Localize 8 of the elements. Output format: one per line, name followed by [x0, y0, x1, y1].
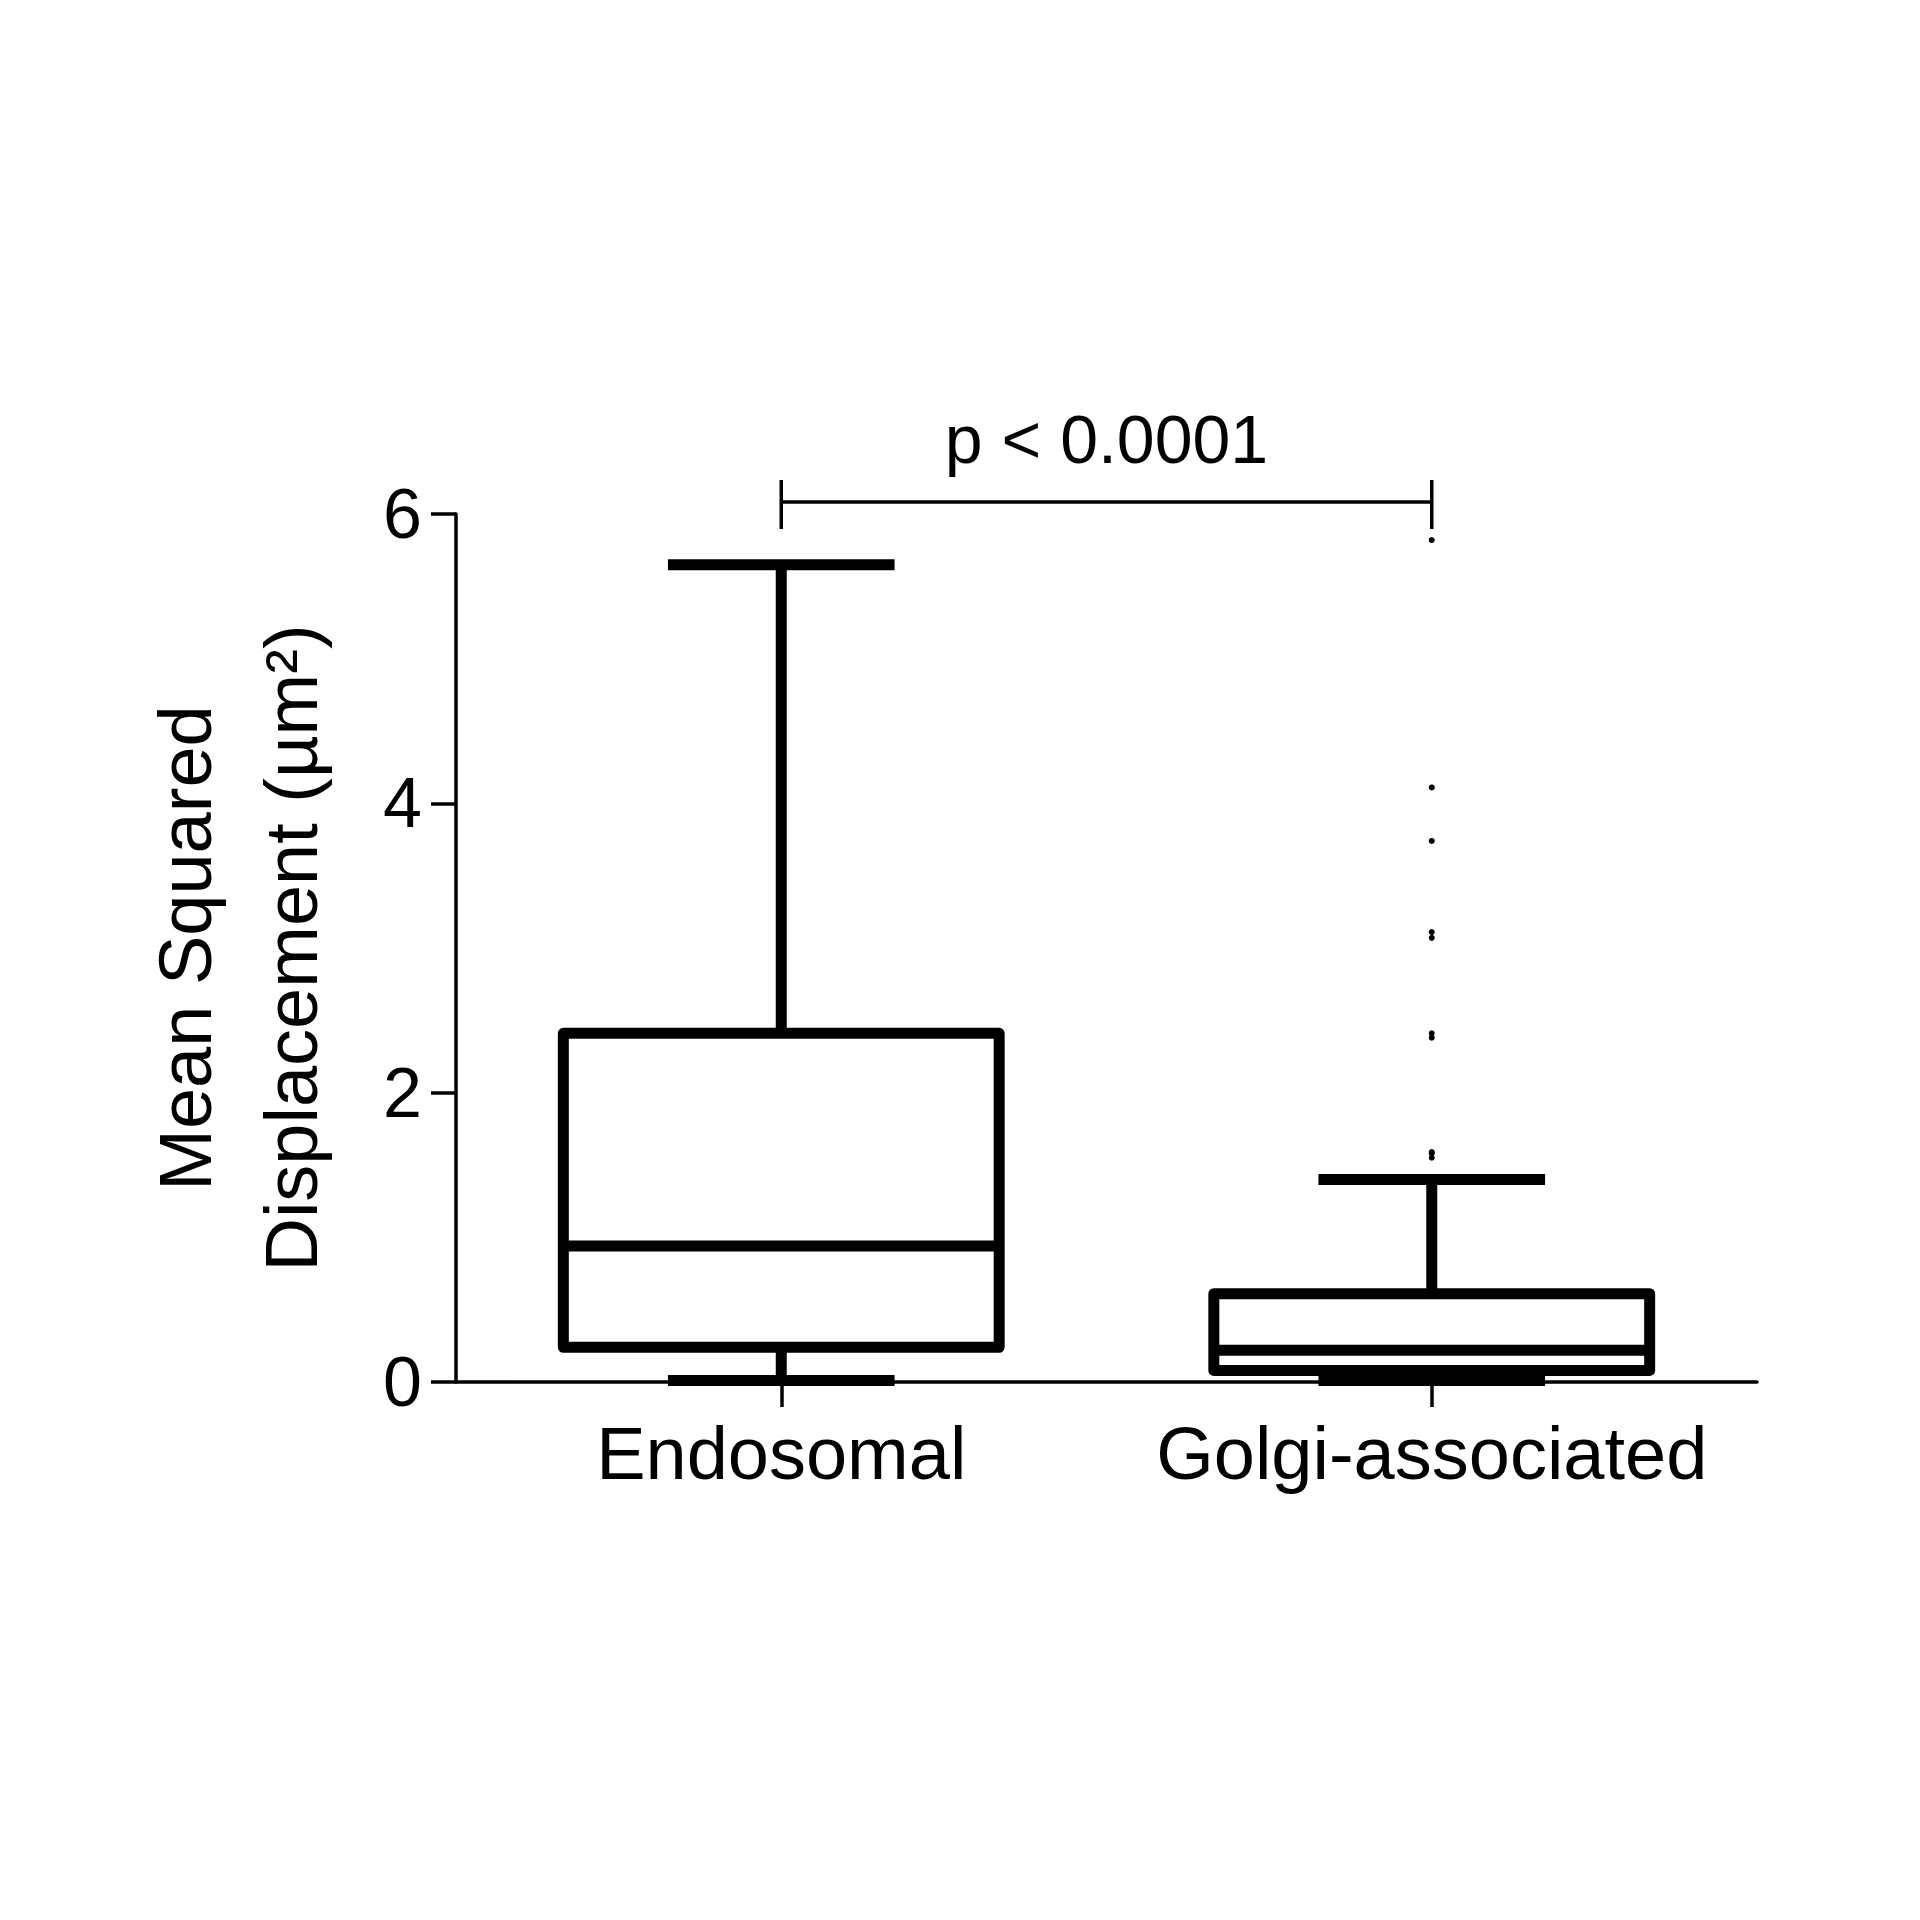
x-tick-label: Endosomal	[596, 1411, 967, 1495]
y-tick-label: 4	[383, 764, 422, 843]
y-axis-title: Mean Squared Displacement (µm²)	[143, 624, 333, 1272]
x-tick-label: Golgi-associated	[1156, 1411, 1708, 1495]
y-tick-label: 6	[383, 475, 422, 553]
y-tick-label: 0	[383, 1343, 422, 1421]
text: p < 0.0001	[944, 401, 1269, 477]
y-tick-label: 2	[383, 1053, 422, 1132]
